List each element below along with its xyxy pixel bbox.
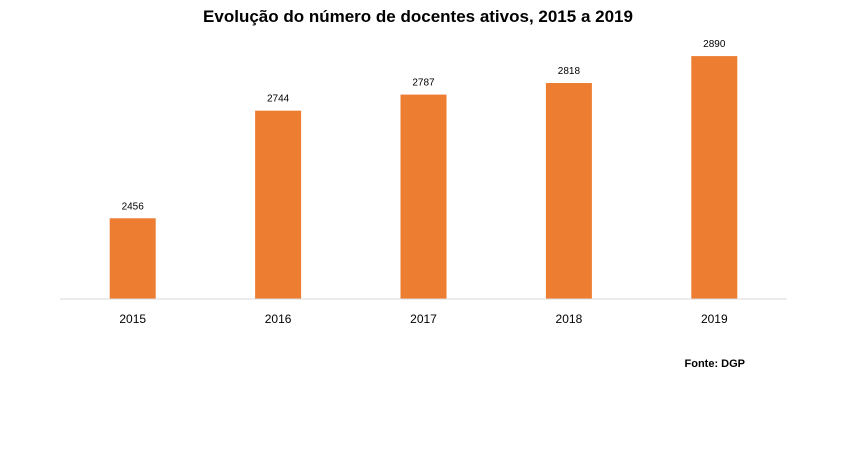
data-label-2019: 2890	[703, 39, 726, 50]
x-tick-label-2015: 2015	[119, 312, 146, 326]
source-note: Fonte: DGP	[685, 358, 746, 370]
data-labels-group: 2456 2744 2787 2818 2890	[122, 39, 726, 212]
bar-2017	[400, 94, 447, 300]
data-label-2018: 2818	[558, 66, 581, 77]
bar-2019	[691, 56, 738, 300]
x-tick-label-2016: 2016	[265, 312, 292, 326]
bars-group	[109, 56, 738, 300]
bar-2016	[255, 110, 302, 300]
x-tick-label-2019: 2019	[701, 312, 728, 326]
x-tick-label-2018: 2018	[556, 312, 583, 326]
data-label-2015: 2456	[122, 201, 145, 212]
bar-2015	[109, 218, 156, 299]
bar-2018	[545, 83, 592, 299]
data-label-2016: 2744	[267, 94, 290, 105]
chart-title: Evolução do número de docentes ativos, 2…	[203, 7, 633, 26]
x-tick-label-2017: 2017	[410, 312, 437, 326]
x-tick-labels-group: 2015 2016 2017 2018 2019	[119, 312, 728, 326]
data-label-2017: 2787	[412, 78, 435, 89]
